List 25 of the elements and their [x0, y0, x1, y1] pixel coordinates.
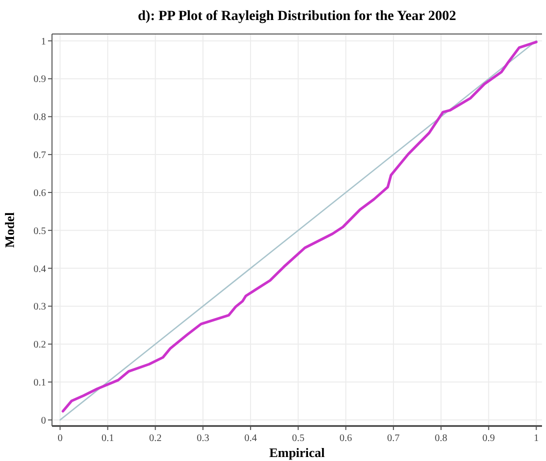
x-tick-label: 1	[534, 433, 539, 444]
y-tick-label: 0.4	[34, 264, 46, 275]
x-tick-label: 0.5	[292, 433, 304, 444]
x-tick-label: 0.9	[482, 433, 495, 444]
chart-title: d): PP Plot of Rayleigh Distribution for the Year 2002	[138, 9, 456, 24]
y-tick-label: 0.5	[34, 226, 46, 237]
x-axis-title: Empirical	[269, 445, 326, 460]
y-tick-label: 0	[41, 415, 46, 426]
y-tick-label: 0.1	[34, 378, 46, 389]
x-tick-label: 0.7	[387, 433, 400, 444]
x-tick-label: 0.3	[196, 433, 210, 444]
y-tick-label: 0.8	[34, 112, 46, 124]
x-tick-label: 0.2	[149, 433, 162, 444]
x-tick-label: 0.1	[101, 433, 114, 444]
y-tick-label: 0.2	[34, 340, 46, 351]
y-tick-label: 1	[41, 36, 46, 48]
y-tick-label: 0.3	[34, 302, 46, 313]
y-tick-label: 0.7	[34, 150, 46, 162]
x-tick-label: 0.6	[340, 433, 352, 444]
x-tick-label: 0	[58, 433, 63, 444]
y-tick-label: 0.6	[34, 188, 46, 199]
y-axis-title: Model	[2, 212, 17, 248]
y-tick-label: 0.9	[34, 74, 46, 86]
x-tick-label: 0.8	[434, 433, 448, 444]
x-tick-label: 0.4	[244, 433, 257, 444]
